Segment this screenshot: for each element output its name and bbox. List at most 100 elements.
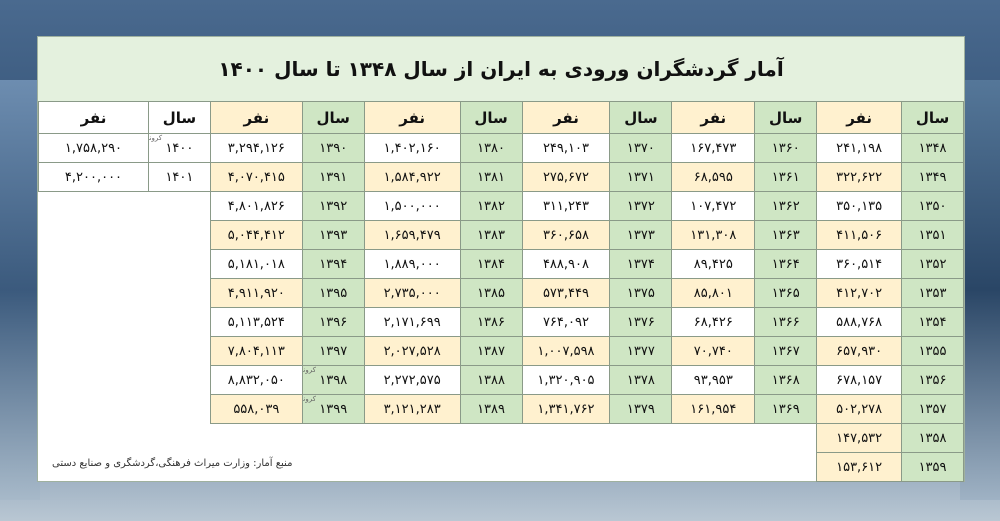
year-value: ۱۳۸۳: [477, 227, 506, 243]
year-value: ۱۳۹۹: [319, 401, 348, 417]
people-cell: ۲,۱۷۱,۶۹۹: [363, 307, 461, 337]
year-value: ۱۳۷۷: [626, 343, 655, 359]
year-cell: ۱۳۸۷: [459, 336, 523, 366]
year-cell: ۱۳۶۵: [754, 278, 818, 308]
empty-cell: [39, 366, 149, 395]
year-cell: ۱۳۸۵: [459, 278, 523, 308]
year-value: ۱۳۶۴: [771, 256, 800, 272]
empty-cell: [39, 279, 149, 308]
year-cell: ۱۳۶۷: [754, 336, 818, 366]
year-cell: ۱۳۹۸ کرونا: [301, 365, 365, 395]
empty-cell: [672, 424, 755, 453]
year-value: ۱۳۹۶: [319, 314, 348, 330]
year-cell: ۱۳۷۴: [609, 249, 673, 279]
year-value: ۱۳۷۵: [626, 285, 655, 301]
header-year: سال: [901, 101, 964, 134]
year-cell: ۱۳۵۴: [901, 307, 964, 337]
year-value: ۱۳۸۵: [477, 285, 506, 301]
year-cell: ۱۳۹۵: [301, 278, 365, 308]
year-cell: ۱۳۸۲: [459, 191, 523, 221]
year-cell: ۱۳۵۰: [901, 191, 964, 221]
source-note: منبع آمار: وزارت میراث فرهنگی،گردشگری و …: [52, 458, 293, 469]
people-cell: ۱۴۷,۵۳۲: [816, 423, 903, 453]
year-value: ۱۴۰۰: [165, 140, 194, 156]
year-cell: ۱۳۸۰: [459, 133, 523, 163]
year-value: ۱۳۹۵: [319, 285, 348, 301]
table-row: ۱۳۵۹ ۱۵۳,۶۱۲: [39, 452, 964, 482]
empty-cell: [364, 453, 460, 482]
year-cell: ۱۳۶۶: [754, 307, 818, 337]
year-value: ۱۳۶۷: [771, 343, 800, 359]
people-cell: ۳۶۰,۵۱۴: [816, 249, 903, 279]
empty-cell: [39, 395, 149, 424]
year-cell: ۱۳۷۶: [609, 307, 673, 337]
year-value: ۱۳۸۷: [477, 343, 506, 359]
year-value: ۱۳۵۰: [918, 198, 947, 214]
empty-cell: [148, 424, 210, 453]
table-row: ۱۳۴۸ ۲۴۱,۱۹۸ ۱۳۶۰ ۱۶۷,۴۷۳ ۱۳۷۰ ۲۴۹,۱۰۳ ۱۳۸۰ ۱,۴…: [38, 133, 964, 163]
year-cell: ۱۳۵۲: [901, 249, 964, 279]
year-cell: ۱۳۶۹: [754, 394, 818, 424]
people-cell: ۲,۰۲۷,۵۲۸: [363, 336, 461, 366]
empty-cell: [39, 192, 149, 221]
year-value: ۱۳۵۷: [918, 401, 947, 417]
people-cell: ۱,۵۸۴,۹۲۲: [363, 162, 461, 192]
year-value: ۱۳۶۰: [771, 140, 800, 156]
year-cell: ۱۳۵۷: [901, 394, 964, 424]
year-cell: ۱۳۸۸: [459, 365, 523, 395]
year-cell: ۱۳۵۶: [901, 365, 964, 395]
people-cell: ۱,۸۸۹,۰۰۰: [363, 249, 461, 279]
empty-cell: [148, 366, 210, 395]
header-people: نفر: [671, 101, 756, 134]
empty-cell: [148, 250, 210, 279]
year-cell: ۱۳۵۳: [901, 278, 964, 308]
table-row: ۱۳۵۱ ۴۱۱,۵۰۶ ۱۳۶۳ ۱۳۱,۳۰۸ ۱۳۷۳ ۳۶۰,۶۵۸ ۱۳۸۳ ۱,۶…: [39, 220, 964, 250]
year-cell: ۱۳۶۸: [754, 365, 818, 395]
table-row: ۱۳۵۰ ۳۵۰,۱۳۵ ۱۳۶۲ ۱۰۷,۴۷۲ ۱۳۷۲ ۳۱۱,۲۴۳ ۱۳۸۲ ۱,۵…: [39, 191, 964, 221]
background-left: [0, 80, 40, 500]
people-cell: ۵۷۳,۴۴۹: [521, 278, 611, 308]
people-cell: ۱,۵۰۰,۰۰۰: [363, 191, 461, 221]
year-cell: ۱۳۶۰: [754, 133, 818, 163]
people-cell: ۴۱۱,۵۰۶: [816, 220, 903, 250]
empty-cell: [39, 424, 149, 453]
people-cell: ۱۶۱,۹۵۴: [671, 394, 756, 424]
empty-cell: [672, 453, 755, 482]
year-value: ۱۳۷۹: [626, 401, 655, 417]
table-row: ۱۳۴۹ ۳۲۲,۶۲۲ ۱۳۶۱ ۶۸,۵۹۵ ۱۳۷۱ ۲۷۵,۶۷۲ ۱۳۸۱ ۱,۵۸…: [38, 162, 964, 192]
people-cell: ۵۵۸,۰۳۹: [209, 394, 303, 424]
year-value: ۱۳۶۵: [771, 285, 800, 301]
year-value: ۱۳۶۹: [771, 401, 800, 417]
people-cell: ۲۴۱,۱۹۸: [816, 133, 903, 163]
people-cell: ۴,۹۱۱,۹۲۰: [209, 278, 303, 308]
background-right: [960, 80, 1000, 500]
people-cell: ۴,۸۰۱,۸۲۶: [209, 191, 303, 221]
header-year: سال: [301, 101, 365, 134]
header-people: نفر: [209, 101, 303, 134]
year-cell: ۱۳۷۸: [609, 365, 673, 395]
empty-cell: [148, 308, 210, 337]
people-cell: ۵,۱۸۱,۰۱۸: [209, 249, 303, 279]
covid-mark: کرونا: [148, 133, 163, 142]
year-cell: ۱۳۹۰: [301, 133, 365, 163]
empty-cell: [210, 424, 302, 453]
year-value: ۱۳۸۹: [477, 401, 506, 417]
year-cell: ۱۳۵۹: [901, 452, 964, 482]
stats-card: آمار گردشگران ورودی به ایران از سال ۱۳۴۸…: [37, 36, 965, 482]
people-cell: ۸۹,۴۲۵: [671, 249, 756, 279]
empty-cell: [460, 424, 522, 453]
empty-cell: [460, 453, 522, 482]
year-value: ۱۳۹۲: [319, 198, 348, 214]
header-year: سال: [147, 101, 211, 134]
year-value: ۱۳۷۸: [626, 372, 655, 388]
year-value: ۱۳۶۳: [771, 227, 800, 243]
year-cell: ۱۳۹۱: [301, 162, 365, 192]
year-cell: ۱۳۶۱: [754, 162, 818, 192]
empty-cell: [522, 453, 610, 482]
header-people: نفر: [816, 101, 903, 134]
year-value: ۱۳۹۸: [319, 372, 348, 388]
empty-cell: [302, 424, 364, 453]
people-cell: ۷۶۴,۰۹۲: [521, 307, 611, 337]
year-cell: ۱۳۶۳: [754, 220, 818, 250]
year-cell: ۱۳۷۷: [609, 336, 673, 366]
